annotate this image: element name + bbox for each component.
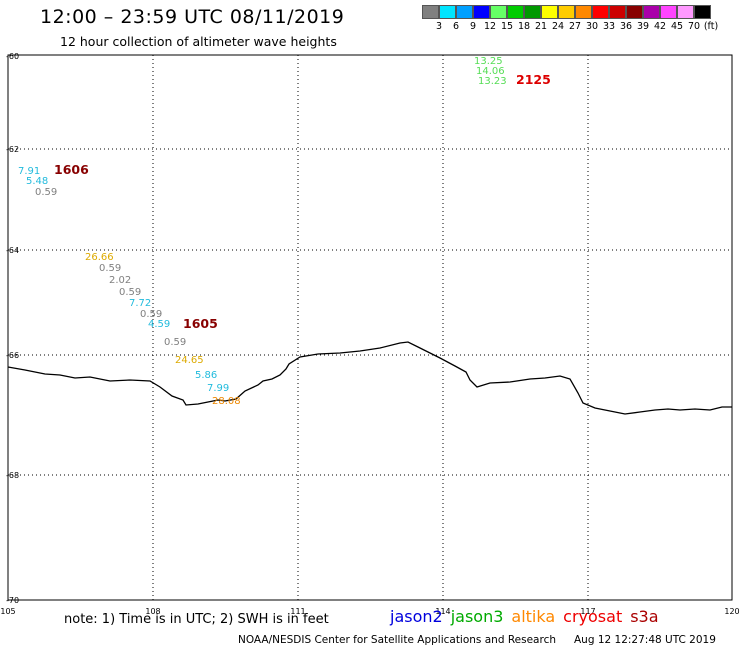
legend-tick-label: 36 xyxy=(619,21,633,32)
satellite-name-jason2: jason2 xyxy=(390,607,443,626)
color-swatch xyxy=(609,5,626,19)
color-swatch xyxy=(422,5,439,19)
color-swatch xyxy=(490,5,507,19)
wave-height-value: 4.59 xyxy=(148,319,170,330)
color-swatch xyxy=(541,5,558,19)
latitude-label: -70 xyxy=(6,596,19,605)
satellite-name-altika: altika xyxy=(511,607,556,626)
wave-height-value: 14.06 xyxy=(476,66,505,77)
coastline xyxy=(7,341,732,415)
wave-height-value: 28.08 xyxy=(212,396,241,407)
page-title: 12:00 – 23:59 UTC 08/11/2019 xyxy=(40,6,345,28)
legend-tick-label: 21 xyxy=(534,21,548,32)
legend-tick-label: 9 xyxy=(469,21,477,32)
generation-timestamp: Aug 12 12:27:48 UTC 2019 xyxy=(574,634,716,646)
color-swatch xyxy=(677,5,694,19)
legend-tick-label: 39 xyxy=(636,21,650,32)
wave-height-value: 0.59 xyxy=(119,287,141,298)
satellite-name-jason3: jason3 xyxy=(450,607,504,626)
wave-height-value: 0.59 xyxy=(35,187,57,198)
satellite-name-s3a: s3a xyxy=(630,607,659,626)
color-swatch xyxy=(626,5,643,19)
color-scale-legend: 3 6 9 12 15 18 21 24 27 30 33 36 39 42 45 70 (ft) xyxy=(422,5,740,33)
color-swatch xyxy=(456,5,473,19)
color-swatch xyxy=(524,5,541,19)
wave-height-value: 7.72 xyxy=(129,298,151,309)
graticule xyxy=(8,55,732,600)
footer-note: note: 1) Time is in UTC; 2) SWH is in fe… xyxy=(64,612,329,627)
wave-height-value: 26.66 xyxy=(85,252,114,263)
longitude-label: 120 xyxy=(724,607,739,616)
credit-text: NOAA/NESDIS Center for Satellite Applica… xyxy=(238,634,556,646)
legend-tick-label: (ft) xyxy=(703,21,719,32)
wave-height-value: 0.59 xyxy=(140,309,162,320)
map-frame xyxy=(7,54,733,601)
satellite-legend: jason2 jason3 altika cryosat s3a xyxy=(390,607,667,626)
wave-height-value: 7.99 xyxy=(207,383,229,394)
latitude-label: -66 xyxy=(6,351,19,360)
color-swatch xyxy=(507,5,524,19)
satellite-name-cryosat: cryosat xyxy=(563,607,623,626)
latitude-label: -64 xyxy=(6,246,19,255)
color-swatch xyxy=(439,5,456,19)
legend-tick-label: 12 xyxy=(483,21,497,32)
legend-tick-label: 6 xyxy=(452,21,460,32)
longitude-label: 105 xyxy=(0,607,15,616)
legend-tick-label: 30 xyxy=(585,21,599,32)
latitude-label: -62 xyxy=(6,145,19,154)
legend-tick-label: 33 xyxy=(602,21,616,32)
color-swatch xyxy=(558,5,575,19)
footer-credit: NOAA/NESDIS Center for Satellite Applica… xyxy=(238,634,716,646)
color-swatch xyxy=(473,5,490,19)
wave-height-value: 24.65 xyxy=(175,355,204,366)
legend-tick-label: 24 xyxy=(551,21,565,32)
pass-time-label: 1605 xyxy=(183,316,218,331)
pass-time-label: 2125 xyxy=(516,72,551,87)
wave-height-value: 2.02 xyxy=(109,275,131,286)
latitude-label: -60 xyxy=(6,52,19,61)
latitude-label: -68 xyxy=(6,471,19,480)
longitude-label: 111 xyxy=(290,607,305,616)
color-swatch xyxy=(592,5,609,19)
page-subtitle: 12 hour collection of altimeter wave hei… xyxy=(60,34,337,49)
color-swatch xyxy=(575,5,592,19)
legend-tick-label: 70 xyxy=(687,21,701,32)
wave-height-value: 5.86 xyxy=(195,370,217,381)
wave-height-value: 13.25 xyxy=(474,56,503,67)
color-swatch xyxy=(643,5,660,19)
wave-height-value: 0.59 xyxy=(164,337,186,348)
legend-tick-label: 18 xyxy=(517,21,531,32)
legend-tick-label: 15 xyxy=(500,21,514,32)
wave-height-value: 7.91 xyxy=(18,166,40,177)
legend-tick-label: 45 xyxy=(670,21,684,32)
legend-tick-label: 3 xyxy=(435,21,443,32)
wave-height-value: 13.23 xyxy=(478,76,507,87)
longitude-label: 108 xyxy=(145,607,160,616)
legend-tick-label: 42 xyxy=(653,21,667,32)
color-swatch xyxy=(660,5,677,19)
pass-time-label: 1606 xyxy=(54,162,89,177)
legend-tick-label: 27 xyxy=(568,21,582,32)
longitude-label: 114 xyxy=(435,607,450,616)
wave-height-value: 0.59 xyxy=(99,263,121,274)
wave-height-value: 5.48 xyxy=(26,176,48,187)
longitude-label: 117 xyxy=(580,607,595,616)
color-swatch xyxy=(694,5,711,19)
